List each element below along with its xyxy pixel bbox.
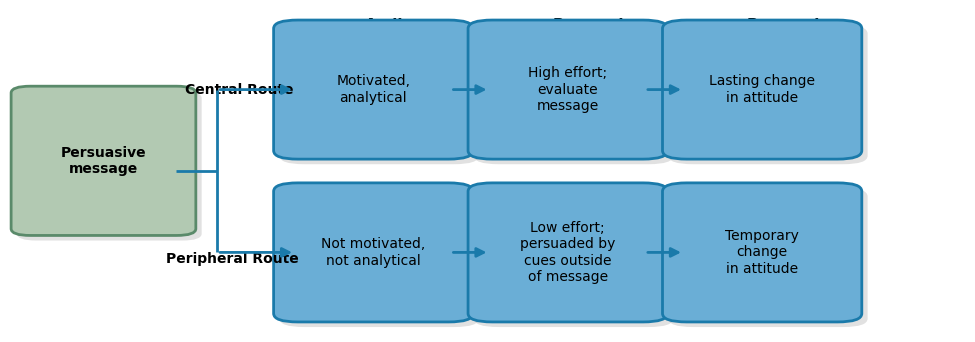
- Text: Lasting change
in attitude: Lasting change in attitude: [709, 75, 815, 105]
- FancyBboxPatch shape: [668, 188, 868, 327]
- Text: High effort;
evaluate
message: High effort; evaluate message: [528, 66, 607, 113]
- FancyBboxPatch shape: [662, 20, 862, 159]
- FancyBboxPatch shape: [474, 188, 673, 327]
- FancyBboxPatch shape: [280, 25, 479, 164]
- Text: Not motivated,
not analytical: Not motivated, not analytical: [321, 237, 425, 267]
- FancyBboxPatch shape: [662, 183, 862, 322]
- FancyBboxPatch shape: [11, 86, 196, 235]
- FancyBboxPatch shape: [468, 20, 667, 159]
- FancyBboxPatch shape: [280, 188, 479, 327]
- FancyBboxPatch shape: [474, 25, 673, 164]
- Text: Central Route: Central Route: [185, 82, 293, 96]
- FancyBboxPatch shape: [274, 183, 473, 322]
- Text: Low effort;
persuaded by
cues outside
of message: Low effort; persuaded by cues outside of…: [520, 221, 615, 284]
- FancyBboxPatch shape: [468, 183, 667, 322]
- FancyBboxPatch shape: [274, 20, 473, 159]
- Text: Persuasion: Persuasion: [747, 18, 841, 32]
- Text: Peripheral Route: Peripheral Route: [167, 252, 299, 266]
- Text: Processing: Processing: [553, 18, 645, 32]
- FancyBboxPatch shape: [668, 25, 868, 164]
- Text: Motivated,
analytical: Motivated, analytical: [336, 75, 410, 105]
- FancyBboxPatch shape: [17, 91, 202, 240]
- Text: Persuasive
message: Persuasive message: [60, 146, 146, 176]
- Text: Audience: Audience: [366, 18, 445, 32]
- Text: Temporary
change
in attitude: Temporary change in attitude: [725, 229, 799, 276]
